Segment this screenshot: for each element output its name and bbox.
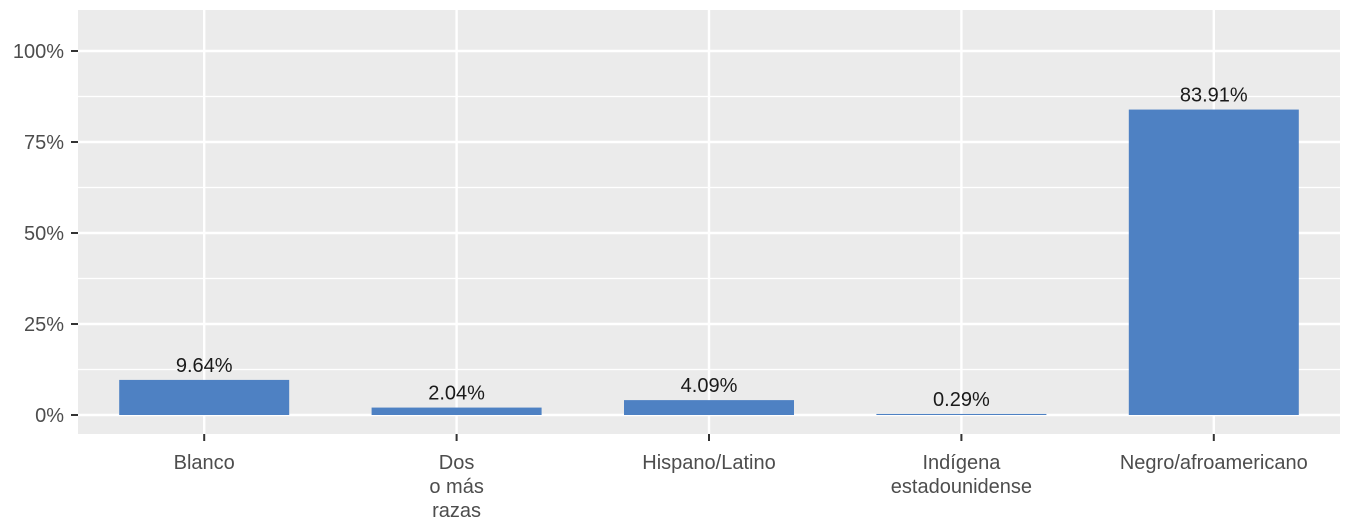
x-axis: Blanco Dos o más razas Hispano/Latino Indígen… <box>174 434 1308 522</box>
x-tick-label: Negro/afroamericano <box>1120 452 1308 474</box>
x-tick-label: Indígena estadounidense <box>891 452 1032 498</box>
data-labels: 9.64% 2.04% 4.09% 0.29% 83.91% <box>176 85 1248 411</box>
bars <box>119 109 1299 415</box>
y-tick-label: 0% <box>35 405 64 427</box>
bar <box>876 413 1047 415</box>
bar <box>1128 109 1299 415</box>
data-label: 9.64% <box>176 355 233 377</box>
y-axis: 0% 25% 50% 75% 100% <box>13 41 78 427</box>
data-label: 0.29% <box>933 389 990 411</box>
data-label: 83.91% <box>1180 85 1248 107</box>
data-label: 2.04% <box>428 383 485 405</box>
bar <box>371 407 542 415</box>
data-label: 4.09% <box>681 375 738 397</box>
y-tick-label: 25% <box>24 314 64 336</box>
x-tick-label: Hispano/Latino <box>642 452 775 474</box>
bar <box>624 400 794 415</box>
bar <box>119 379 290 415</box>
y-tick-label: 100% <box>13 41 64 63</box>
y-tick-label: 50% <box>24 223 64 245</box>
x-tick-label: Blanco <box>174 452 235 474</box>
y-tick-label: 75% <box>24 132 64 154</box>
x-tick-label: Dos o más razas <box>429 452 483 522</box>
